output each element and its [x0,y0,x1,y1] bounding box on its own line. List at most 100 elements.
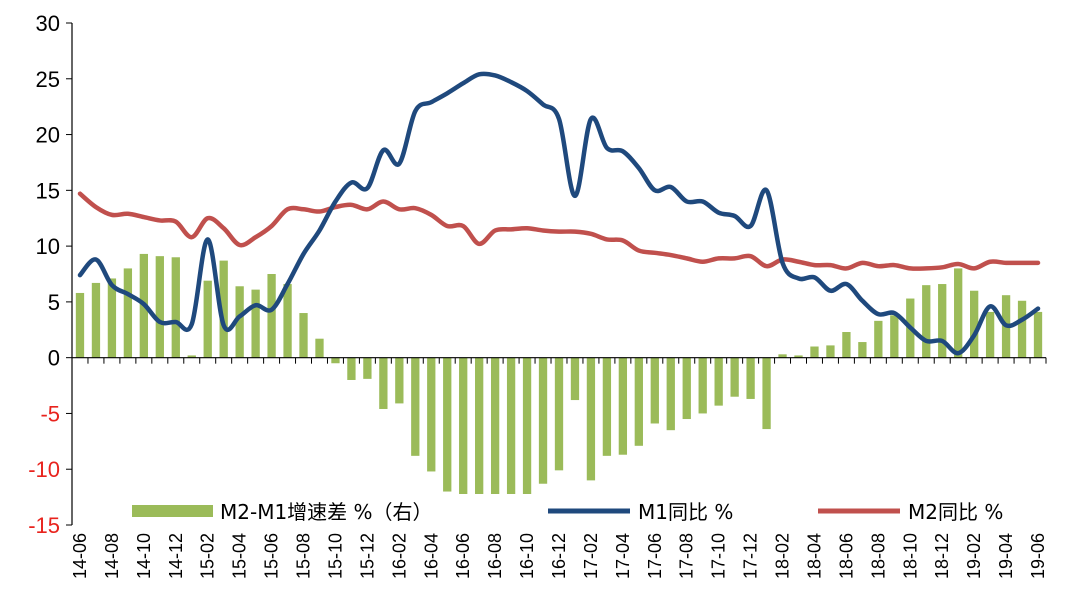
bar-18-09 [890,315,899,358]
x-tick-label: 18-12 [932,533,952,579]
y-tick-label-right: -10 [28,457,60,482]
bar-series-m2-m1-gap [75,253,1043,528]
x-tick-label: 18-04 [804,533,824,579]
bar-18-02 [778,354,787,358]
legend-label-m2: M2同比 % [908,500,1003,524]
bar-15-10 [331,357,340,364]
bar-17-07 [666,357,675,431]
bar-16-08 [490,357,500,513]
bar-16-01 [379,357,388,409]
legend: M2-M1增速差 %（右） M1同比 % M2同比 % [128,494,1003,528]
y-tick-label-right: -5 [40,401,60,426]
bar-14-12 [171,257,180,358]
bar-15-12 [363,357,372,379]
bar-17-11 [730,357,739,397]
x-tick-label: 14-06 [70,533,90,579]
axes [66,22,1047,526]
x-tick-label: 17-12 [741,533,761,579]
bar-15-01 [187,355,196,358]
x-axis-tick-labels: 14-06 14-08 14-10 14-12 15-02 15-04 15-06 15-08… [70,533,1048,579]
bar-19-03 [985,311,995,358]
bar-16-04 [427,357,436,472]
x-tick-label: 15-08 [294,533,314,579]
x-tick-label: 16-10 [517,533,537,579]
bar-16-10 [522,357,532,495]
bar-19-06 [1033,311,1043,358]
x-tick-label: 17-06 [645,533,665,579]
bar-14-07 [91,282,101,358]
bar-17-05 [634,357,643,446]
y-axis-tick-labels: 30 25 20 15 10 5 0 -5 -10 -15 [28,11,60,538]
bar-14-06 [75,292,85,358]
x-tick-label: 14-10 [134,533,154,579]
bar-16-11 [538,357,548,484]
x-tick-label: 16-08 [485,533,505,579]
bar-16-12 [554,357,564,471]
line-m1 [77,71,1041,356]
bar-15-06 [267,274,276,358]
bar-17-01 [570,357,580,401]
x-tick-label: 15-04 [230,533,250,579]
bar-15-08 [299,313,308,358]
x-tick-label: 17-08 [677,533,697,579]
bar-17-04 [618,357,628,455]
bar-17-12 [746,357,755,399]
bar-17-08 [682,357,691,420]
bar-16-02 [395,357,404,404]
bar-17-09 [698,357,707,414]
x-tick-label: 16-04 [421,533,441,579]
bar-16-07 [475,357,484,528]
x-tick-label: 16-06 [453,533,473,579]
y-tick-label: 0 [48,346,60,371]
x-tick-label: 19-02 [964,533,984,579]
x-tick-label: 14-12 [166,533,186,579]
bar-19-02 [970,290,979,358]
bar-18-08 [874,320,883,358]
x-tick-label: 16-02 [389,533,409,579]
bar-15-03 [219,260,228,358]
x-tick-label: 18-08 [868,533,888,579]
y-tick-label: 5 [48,290,60,315]
x-tick-label: 17-04 [613,533,633,579]
y-tick-label: 15 [36,178,60,203]
line-series [77,71,1041,356]
y-tick-label: 20 [36,123,60,148]
bar-14-11 [155,256,164,358]
bar-17-02 [586,357,596,481]
bar-16-03 [411,357,420,456]
bar-18-06 [842,332,851,358]
bar-15-07 [283,284,292,358]
bar-18-03 [794,355,803,358]
bar-15-09 [315,338,324,358]
x-tick-label: 15-06 [262,533,282,579]
bar-17-06 [650,357,659,424]
bar-18-05 [826,345,835,358]
x-tick-label: 14-08 [102,533,122,579]
legend-swatch-bar-gap [132,505,213,517]
bar-19-01 [954,268,963,358]
bar-16-09 [506,357,516,505]
x-tick-label: 18-06 [836,533,856,579]
x-tick-label: 15-10 [325,533,345,579]
bar-18-07 [858,342,867,358]
bar-14-08 [107,278,117,358]
y-tick-label: 10 [36,234,60,259]
legend-label-m1: M1同比 % [638,500,733,524]
bar-16-05 [443,357,452,492]
x-tick-label: 19-06 [1028,533,1048,579]
line-m2 [77,191,1041,271]
bar-18-04 [810,346,819,358]
x-tick-label: 16-12 [549,533,569,579]
bar-15-11 [347,357,356,380]
x-tick-label: 18-10 [900,533,920,579]
bar-17-03 [602,357,612,456]
x-tick-label: 15-02 [198,533,218,579]
bar-19-05 [1017,300,1027,358]
x-tick-label: 17-02 [581,533,601,579]
x-tick-label: 15-12 [357,533,377,579]
y-tick-label: 25 [36,67,60,92]
bar-14-09 [123,268,133,358]
y-tick-label-right: -15 [28,513,60,538]
x-tick-label: 17-10 [709,533,729,579]
